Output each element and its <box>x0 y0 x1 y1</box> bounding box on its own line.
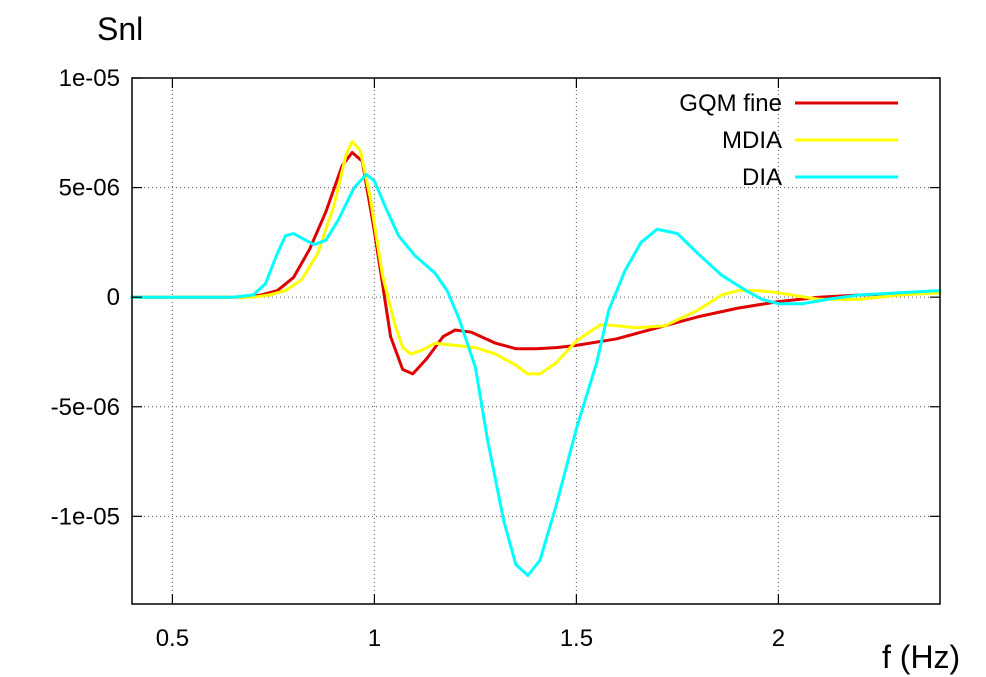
y-tick-label: 5e-06 <box>59 175 120 202</box>
legend-label-gqm-fine: GQM fine <box>679 90 782 117</box>
y-tick-label: -1e-05 <box>51 503 120 530</box>
legend: GQM fine MDIA DIA <box>679 90 898 191</box>
axis-ticks: 0.5 1 1.5 2 1e-05 5e-06 0 -5e-06 -1e-05 <box>51 65 940 652</box>
series-line-gqm-fine <box>130 151 942 376</box>
legend-label-dia: DIA <box>742 164 782 191</box>
x-tick-label: 1 <box>368 625 381 652</box>
y-axis-label: Snl <box>97 11 143 47</box>
legend-label-mdia: MDIA <box>722 127 782 154</box>
series-lines <box>130 140 942 577</box>
x-tick-label: 1.5 <box>560 625 593 652</box>
x-tick-label: 2 <box>772 625 785 652</box>
x-tick-label: 0.5 <box>156 625 189 652</box>
series-line-mdia <box>130 140 942 376</box>
plot-frame <box>131 77 941 605</box>
grid-lines <box>132 78 940 604</box>
series-line-dia <box>130 172 942 577</box>
y-tick-label: 0 <box>107 284 120 311</box>
x-axis-label: f (Hz) <box>882 639 960 675</box>
y-tick-label: 1e-05 <box>59 65 120 92</box>
y-tick-label: -5e-06 <box>51 394 120 421</box>
